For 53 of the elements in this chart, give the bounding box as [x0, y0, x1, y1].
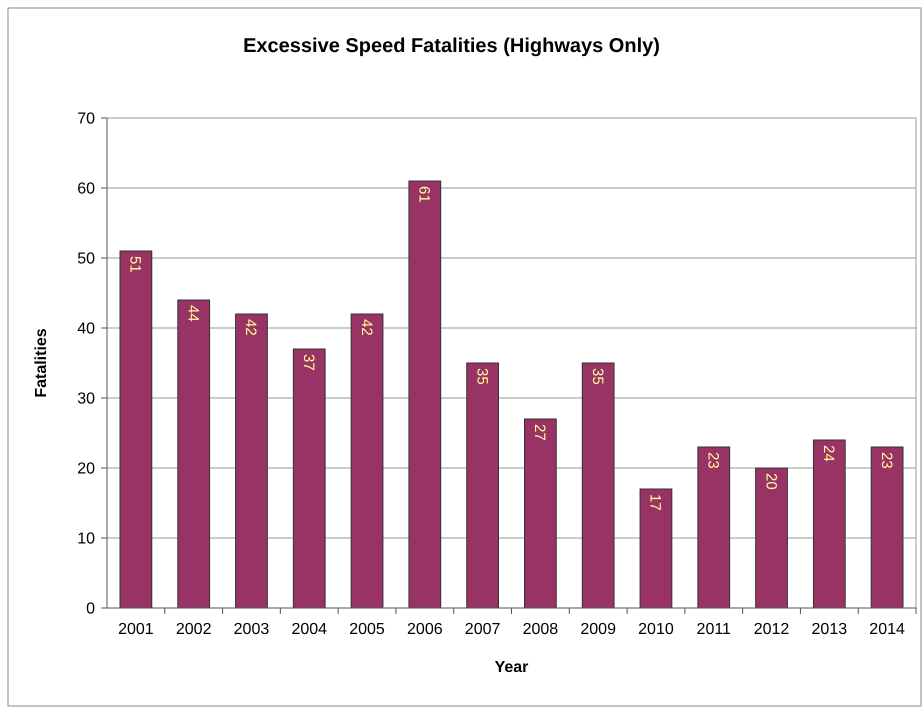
- y-tick-label: 0: [86, 600, 96, 618]
- x-tick-label: 2012: [754, 621, 790, 638]
- x-tick-label: 2007: [464, 621, 501, 638]
- data-label: 17: [646, 494, 664, 511]
- x-tick-label: 2013: [812, 621, 848, 638]
- bar: [350, 314, 384, 608]
- bar: [812, 440, 846, 608]
- y-tick-label: 30: [77, 390, 96, 408]
- data-label: 42: [242, 319, 260, 336]
- bar: [524, 418, 557, 608]
- bar: [697, 446, 730, 608]
- x-tick-label: 2005: [349, 621, 385, 638]
- x-tick-label: 2001: [118, 621, 154, 638]
- data-label: 27: [531, 424, 548, 441]
- data-label: 20: [762, 473, 780, 490]
- bar: [755, 468, 788, 608]
- data-label: 35: [588, 368, 606, 385]
- data-label: 44: [184, 305, 202, 322]
- x-tick-label: 2004: [291, 621, 328, 638]
- bar: [292, 348, 326, 608]
- x-tick-label: 2003: [234, 621, 270, 638]
- data-label: 42: [358, 319, 375, 336]
- x-tick-label: 2011: [696, 621, 732, 638]
- data-label: 61: [416, 186, 433, 203]
- bar: [235, 314, 268, 608]
- data-label: 35: [473, 368, 490, 385]
- data-label: 23: [704, 452, 722, 469]
- bar: [177, 300, 210, 608]
- y-tick-label: 20: [77, 460, 96, 478]
- y-tick-label: 40: [77, 320, 96, 338]
- bar: [466, 362, 499, 608]
- chart-title: Excessive Speed Fatalities (Highways Only): [243, 35, 660, 57]
- x-axis-title: Year: [494, 659, 528, 676]
- x-tick-label: 2010: [638, 621, 674, 638]
- x-tick-label: 2006: [407, 621, 443, 638]
- data-label: 24: [820, 445, 838, 462]
- x-tick-label: 2014: [869, 621, 906, 638]
- y-axis-title: Fatalities: [33, 328, 50, 398]
- y-tick-label: 60: [77, 180, 96, 198]
- bar: [408, 180, 442, 608]
- data-label: 23: [878, 452, 895, 469]
- data-label: 37: [300, 354, 317, 371]
- x-tick-label: 2008: [522, 621, 558, 638]
- bar: [582, 362, 615, 608]
- bar: [120, 250, 152, 608]
- y-tick-label: 50: [77, 250, 96, 268]
- y-tick-label: 70: [77, 110, 96, 128]
- y-tick-label: 10: [77, 530, 96, 548]
- data-label: 51: [126, 256, 144, 273]
- x-tick-label: 2009: [580, 621, 616, 638]
- bar: [640, 488, 672, 608]
- bar: [870, 446, 904, 608]
- x-tick-label: 2002: [176, 621, 212, 638]
